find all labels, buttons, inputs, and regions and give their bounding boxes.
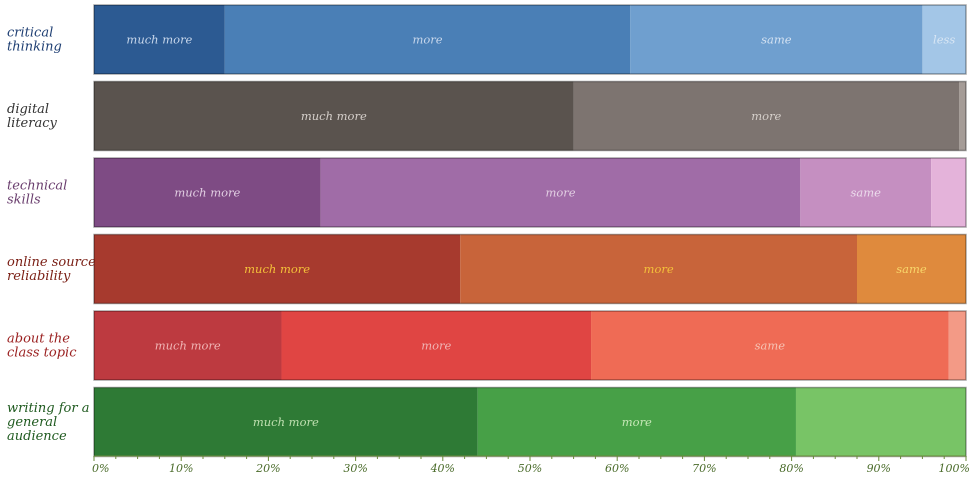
bar-segment bbox=[94, 81, 574, 151]
bar-outline bbox=[93, 233, 967, 305]
bar-segment bbox=[573, 81, 960, 151]
x-tick-label: 50% bbox=[518, 462, 542, 475]
segment-label: less bbox=[933, 33, 955, 47]
bar-segment bbox=[94, 5, 225, 74]
category-labels: critical thinking digital literacy technical… bbox=[7, 26, 96, 445]
bar-row-1: much more more bbox=[93, 80, 967, 152]
bar-segment bbox=[630, 5, 923, 74]
x-tick-label: 0% bbox=[92, 462, 109, 475]
bar-segment bbox=[320, 158, 801, 227]
bar-segment bbox=[948, 311, 966, 380]
category-label-line: technical bbox=[7, 179, 67, 194]
segment-label: same bbox=[896, 262, 927, 276]
category-label-line: critical bbox=[7, 26, 53, 41]
category-label-line: audience bbox=[7, 429, 67, 444]
category-label-line: reliability bbox=[7, 269, 71, 284]
x-tick-label: 60% bbox=[605, 462, 629, 475]
x-tick-label: 30% bbox=[343, 462, 367, 475]
bar-segment bbox=[959, 81, 966, 151]
segment-label: more bbox=[751, 109, 781, 123]
category-label-line: online source bbox=[7, 255, 96, 270]
bar-segment bbox=[460, 234, 857, 304]
segment-label: much more bbox=[301, 109, 367, 123]
bar-segment bbox=[591, 311, 949, 380]
segment-label: same bbox=[761, 33, 792, 47]
category-label-line: about the bbox=[7, 332, 70, 347]
segment-label: same bbox=[850, 186, 881, 200]
bar-outline bbox=[93, 4, 967, 75]
category-label-line: general bbox=[7, 415, 57, 430]
bar-segment bbox=[94, 234, 461, 304]
category-label: about the class topic bbox=[7, 332, 77, 361]
category-label-line: class topic bbox=[7, 346, 77, 361]
segment-label: more bbox=[421, 339, 451, 353]
bar-outline bbox=[93, 157, 967, 228]
x-tick-label: 80% bbox=[779, 462, 803, 475]
bar-segment bbox=[795, 387, 966, 457]
x-tick-label: 20% bbox=[255, 462, 280, 475]
x-tick-label: 100% bbox=[939, 462, 970, 475]
segment-label: more bbox=[412, 33, 442, 47]
x-tick-label: 90% bbox=[867, 462, 891, 475]
x-tick-label: 40% bbox=[430, 462, 455, 475]
category-label-line: literacy bbox=[7, 116, 57, 131]
bar-row-0: much more more same less bbox=[93, 4, 967, 75]
segment-label: much more bbox=[253, 415, 319, 429]
bar-outline bbox=[93, 80, 967, 152]
category-label: critical thinking bbox=[7, 26, 62, 55]
segment-label: more bbox=[622, 415, 652, 429]
segment-label: much more bbox=[126, 33, 192, 47]
x-tick-label: 10% bbox=[169, 462, 193, 475]
category-label-line: thinking bbox=[7, 40, 62, 55]
category-label-line: digital bbox=[7, 102, 49, 117]
segment-label: more bbox=[545, 186, 575, 200]
x-axis: 0% 10% 20% 30% 40% 50% 60% 70% 80% 90% 100% bbox=[92, 455, 970, 475]
bar-segment bbox=[857, 234, 966, 304]
bar-row-3: much more more same bbox=[93, 233, 967, 305]
segment-label: same bbox=[755, 339, 786, 353]
category-label-line: skills bbox=[7, 193, 41, 208]
bar-outline bbox=[93, 310, 967, 381]
category-label: writing for a general audience bbox=[7, 401, 89, 444]
x-tick-label: 70% bbox=[692, 462, 716, 475]
category-label: digital literacy bbox=[7, 102, 57, 131]
category-label: online source reliability bbox=[7, 255, 96, 284]
bar-segment bbox=[224, 5, 631, 74]
segment-label: much more bbox=[174, 186, 240, 200]
bar-segment bbox=[281, 311, 592, 380]
bar-segment bbox=[931, 158, 966, 227]
bar-segment bbox=[94, 387, 478, 457]
bar-segment bbox=[94, 158, 321, 227]
bar-row-5: much more more bbox=[93, 386, 967, 458]
segment-label: much more bbox=[155, 339, 221, 353]
bar-segment bbox=[94, 311, 282, 380]
bar-segment bbox=[477, 387, 796, 457]
segment-label: much more bbox=[244, 262, 310, 276]
bar-row-2: much more more same bbox=[93, 157, 967, 228]
category-label: technical skills bbox=[7, 179, 67, 208]
bar-segment bbox=[800, 158, 932, 227]
bar-row-4: much more more same bbox=[93, 310, 967, 381]
segment-label: more bbox=[644, 262, 674, 276]
category-label-line: writing for a bbox=[7, 401, 89, 416]
bar-segment bbox=[922, 5, 966, 74]
